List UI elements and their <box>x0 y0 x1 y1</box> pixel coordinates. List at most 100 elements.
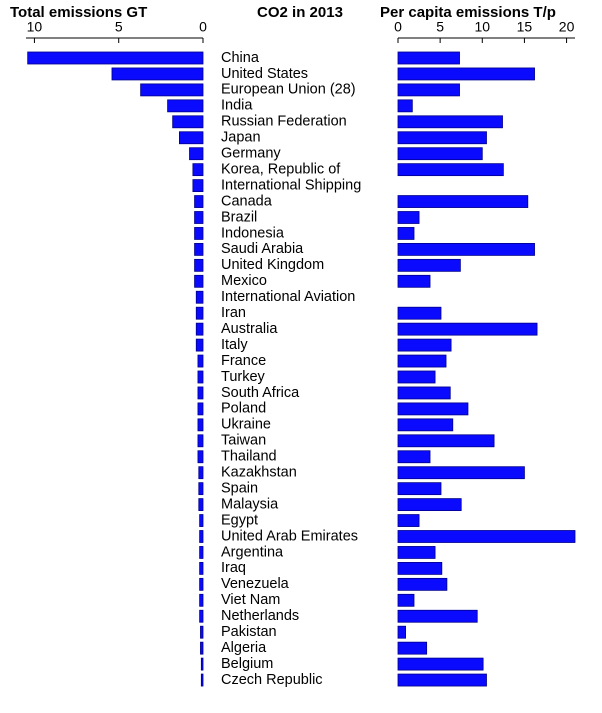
bar <box>397 195 529 208</box>
bar <box>194 258 204 272</box>
category-label: United Kingdom <box>221 257 324 273</box>
bar <box>397 546 436 559</box>
category-label: Thailand <box>221 449 277 465</box>
bar <box>200 641 204 655</box>
bar <box>397 530 576 543</box>
x-tick-label: 5 <box>115 19 123 35</box>
bar <box>27 51 204 65</box>
bar <box>194 195 204 208</box>
category-label: United Arab Emirates <box>221 528 358 544</box>
bar <box>199 577 204 591</box>
bar <box>397 673 487 687</box>
category-label: Viet Nam <box>221 592 280 608</box>
bar <box>189 147 204 161</box>
x-tick-label: 5 <box>436 19 444 35</box>
category-label: Indonesia <box>221 225 285 241</box>
bar <box>397 67 535 81</box>
bar <box>397 514 420 527</box>
category-label: Russian Federation <box>221 114 347 130</box>
bar <box>200 673 204 687</box>
bar <box>140 83 204 97</box>
category-label: Turkey <box>221 369 266 385</box>
bar <box>195 322 204 336</box>
category-label: Argentina <box>221 544 284 560</box>
bar <box>397 562 443 575</box>
category-label: Belgium <box>221 656 273 672</box>
category-label: Canada <box>221 193 273 209</box>
bar <box>194 211 204 224</box>
category-label: United States <box>221 66 308 82</box>
bar <box>198 482 204 496</box>
category-label: Brazil <box>221 209 257 225</box>
chart-title: CO2 in 2013 <box>257 4 343 21</box>
category-label: France <box>221 353 266 369</box>
category-label: Ukraine <box>221 417 271 433</box>
bar <box>397 131 487 145</box>
category-label: Italy <box>221 337 248 353</box>
bar <box>397 386 451 400</box>
bar <box>397 51 460 65</box>
bar <box>397 306 442 320</box>
bar <box>195 290 204 304</box>
bar <box>397 370 436 384</box>
bar <box>197 434 204 448</box>
bar <box>200 657 204 671</box>
bar <box>199 514 204 527</box>
category-label: Czech Republic <box>221 672 323 688</box>
category-label: Australia <box>221 321 278 337</box>
category-label: Venezuela <box>221 576 290 592</box>
category-label: Poland <box>221 401 266 417</box>
bar <box>199 546 204 559</box>
x-tick-label: 10 <box>27 19 43 35</box>
bar <box>194 227 204 240</box>
bar <box>192 179 204 193</box>
bar <box>397 115 503 129</box>
bar <box>397 258 461 272</box>
category-label: Pakistan <box>221 624 277 640</box>
category-label: Korea, Republic of <box>221 161 341 177</box>
category-label: International Shipping <box>221 177 361 193</box>
bar <box>194 274 204 288</box>
bar <box>397 99 413 113</box>
category-label: Egypt <box>221 512 258 528</box>
category-label: Taiwan <box>221 433 266 449</box>
bar <box>397 322 538 336</box>
category-label: South Africa <box>221 385 300 401</box>
bar <box>199 530 204 543</box>
bar <box>397 402 469 416</box>
bar <box>194 242 204 256</box>
axis-title: Total emissions GT <box>10 4 147 21</box>
bar <box>200 625 204 639</box>
bar <box>397 482 442 496</box>
bar <box>397 274 431 288</box>
bar <box>397 338 452 352</box>
x-tick-label: 15 <box>517 19 533 35</box>
bar <box>197 450 204 464</box>
bar <box>192 163 204 177</box>
bar <box>197 402 204 416</box>
category-label: Malaysia <box>221 496 279 512</box>
bar <box>198 498 204 512</box>
category-label: Kazakhstan <box>221 465 297 481</box>
bar <box>111 67 204 81</box>
category-label: Iran <box>221 305 246 321</box>
category-label: International Aviation <box>221 289 355 305</box>
category-label: Netherlands <box>221 608 299 624</box>
bar <box>199 593 204 607</box>
bar <box>397 625 406 639</box>
category-label: India <box>221 98 253 114</box>
bar <box>195 338 204 352</box>
bar <box>198 466 204 480</box>
x-tick-label: 20 <box>559 19 575 35</box>
bar <box>397 609 478 623</box>
bar <box>167 99 204 113</box>
bar <box>197 386 204 400</box>
bar <box>197 370 204 384</box>
bar <box>397 466 525 480</box>
bar <box>397 242 535 256</box>
bar <box>397 450 431 464</box>
bar <box>397 147 483 161</box>
category-label: Algeria <box>221 640 267 656</box>
category-label: Mexico <box>221 273 267 289</box>
